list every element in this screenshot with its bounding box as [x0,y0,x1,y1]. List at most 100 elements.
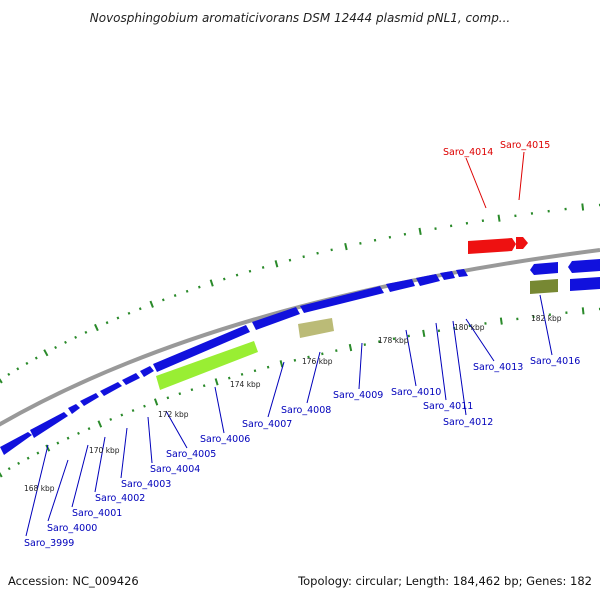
kbp-label: 170 kbp [89,446,120,455]
tick-mark [307,355,310,359]
tick-mark [87,427,91,431]
tick-mark [222,277,226,281]
gene-label-saro-4000: Saro_4000 [47,523,97,534]
tick-mark [25,361,29,365]
tick-mark [279,360,284,368]
tick-mark [321,352,324,356]
tick-mark [344,242,348,251]
kbp-label: 176 kbp [302,357,333,366]
gene-label-saro-4010: Saro_4010 [391,387,441,398]
tick-mark [7,467,11,471]
gene-arrow [0,432,32,455]
olive-feature-band [530,279,558,294]
tick-mark [153,398,159,406]
tick-mark [54,346,58,350]
tick-mark [302,255,305,259]
tick-mark [240,372,244,376]
kbp-label: 180 kbp [454,323,485,332]
tick-mark [131,409,135,413]
tick-mark [84,330,88,334]
tick-mark [64,340,67,344]
highlight-genes [468,237,528,254]
gene-label-saro-4011: Saro_4011 [423,401,473,412]
gene-label-saro-4007: Saro_4007 [242,419,292,430]
gene-arrow [122,373,140,385]
gene-arrow [252,307,300,330]
gene-arrow [68,404,80,414]
gene-arrow [440,271,455,280]
gene-label-saro-4009: Saro_4009 [333,390,383,401]
kbp-label: 168 kbp [24,484,55,493]
gene-arrow [386,279,415,292]
gene-arrow [416,274,440,286]
tick-mark [97,420,103,428]
gene-arrow [570,277,600,291]
gene-arrow-saro-4015 [516,237,528,249]
tick-mark [173,294,177,297]
tick-mark [178,392,182,396]
tan-feature-band [298,318,334,338]
gene-arrow [530,262,558,275]
tick-mark [266,365,270,369]
tick-mark [77,431,80,435]
tick-mark [120,413,124,417]
gene-arrow [140,366,154,377]
forward-strand-genes [0,269,468,455]
tick-mark [143,404,146,408]
tick-mark [261,266,265,269]
tick-mark [149,300,154,308]
outer-tick-ring [0,203,600,384]
gene-arrow [153,325,250,372]
tick-mark [227,376,231,380]
gene-arrow [456,269,468,277]
summary-text: Topology: circular; Length: 184,462 bp; … [297,574,592,588]
gene-label-saro-3999: Saro_3999 [24,538,74,549]
tick-mark [116,316,120,320]
gene-label-saro-4014: Saro_4014 [443,147,493,158]
tick-mark [127,311,131,315]
gene-label-saro-4002: Saro_4002 [95,493,145,504]
lime-feature-band [156,341,258,390]
leader-lines [25,151,553,537]
tick-mark [422,329,426,337]
tick-mark [348,343,353,352]
kbp-label: 182 kbp [531,314,562,323]
gene-arrow [568,259,600,273]
tick-mark [94,323,99,332]
gene-label-saro-4013: Saro_4013 [473,362,523,373]
gene-label-saro-4006: Saro_4006 [200,434,250,445]
tick-mark [581,307,585,315]
tick-mark [202,384,206,388]
tick-mark [198,285,201,289]
tick-mark [293,358,297,362]
gene-label-saro-4004: Saro_4004 [150,464,200,475]
tick-mark [248,269,252,273]
gene-label-saro-4003: Saro_4003 [121,479,171,490]
gene-label-saro-4008: Saro_4008 [281,405,331,416]
gene-label-saro-4005: Saro_4005 [166,449,216,460]
tick-mark [56,441,60,445]
gene-label-saro-4001: Saro_4001 [72,508,122,519]
tick-mark [138,307,142,311]
tick-mark [74,335,78,339]
gene-arrow [80,393,99,406]
tick-mark [161,298,165,302]
gene-arrow [30,412,68,438]
tick-mark [581,203,585,211]
tick-mark [499,317,503,325]
tick-mark [0,378,3,384]
tick-mark [185,289,189,293]
tick-mark [166,396,170,400]
kbp-label: 172 kbp [158,410,189,419]
tick-mark [43,349,49,357]
tick-mark [288,258,292,262]
right-strand-genes [530,259,600,291]
tick-mark [214,378,219,386]
tick-mark [26,456,30,460]
gene-label-saro-4015: Saro_4015 [500,140,550,151]
tick-mark [274,260,279,268]
gene-arrow [100,382,122,396]
tick-mark [36,451,40,455]
gene-label-saro-4016: Saro_4016 [530,356,580,367]
